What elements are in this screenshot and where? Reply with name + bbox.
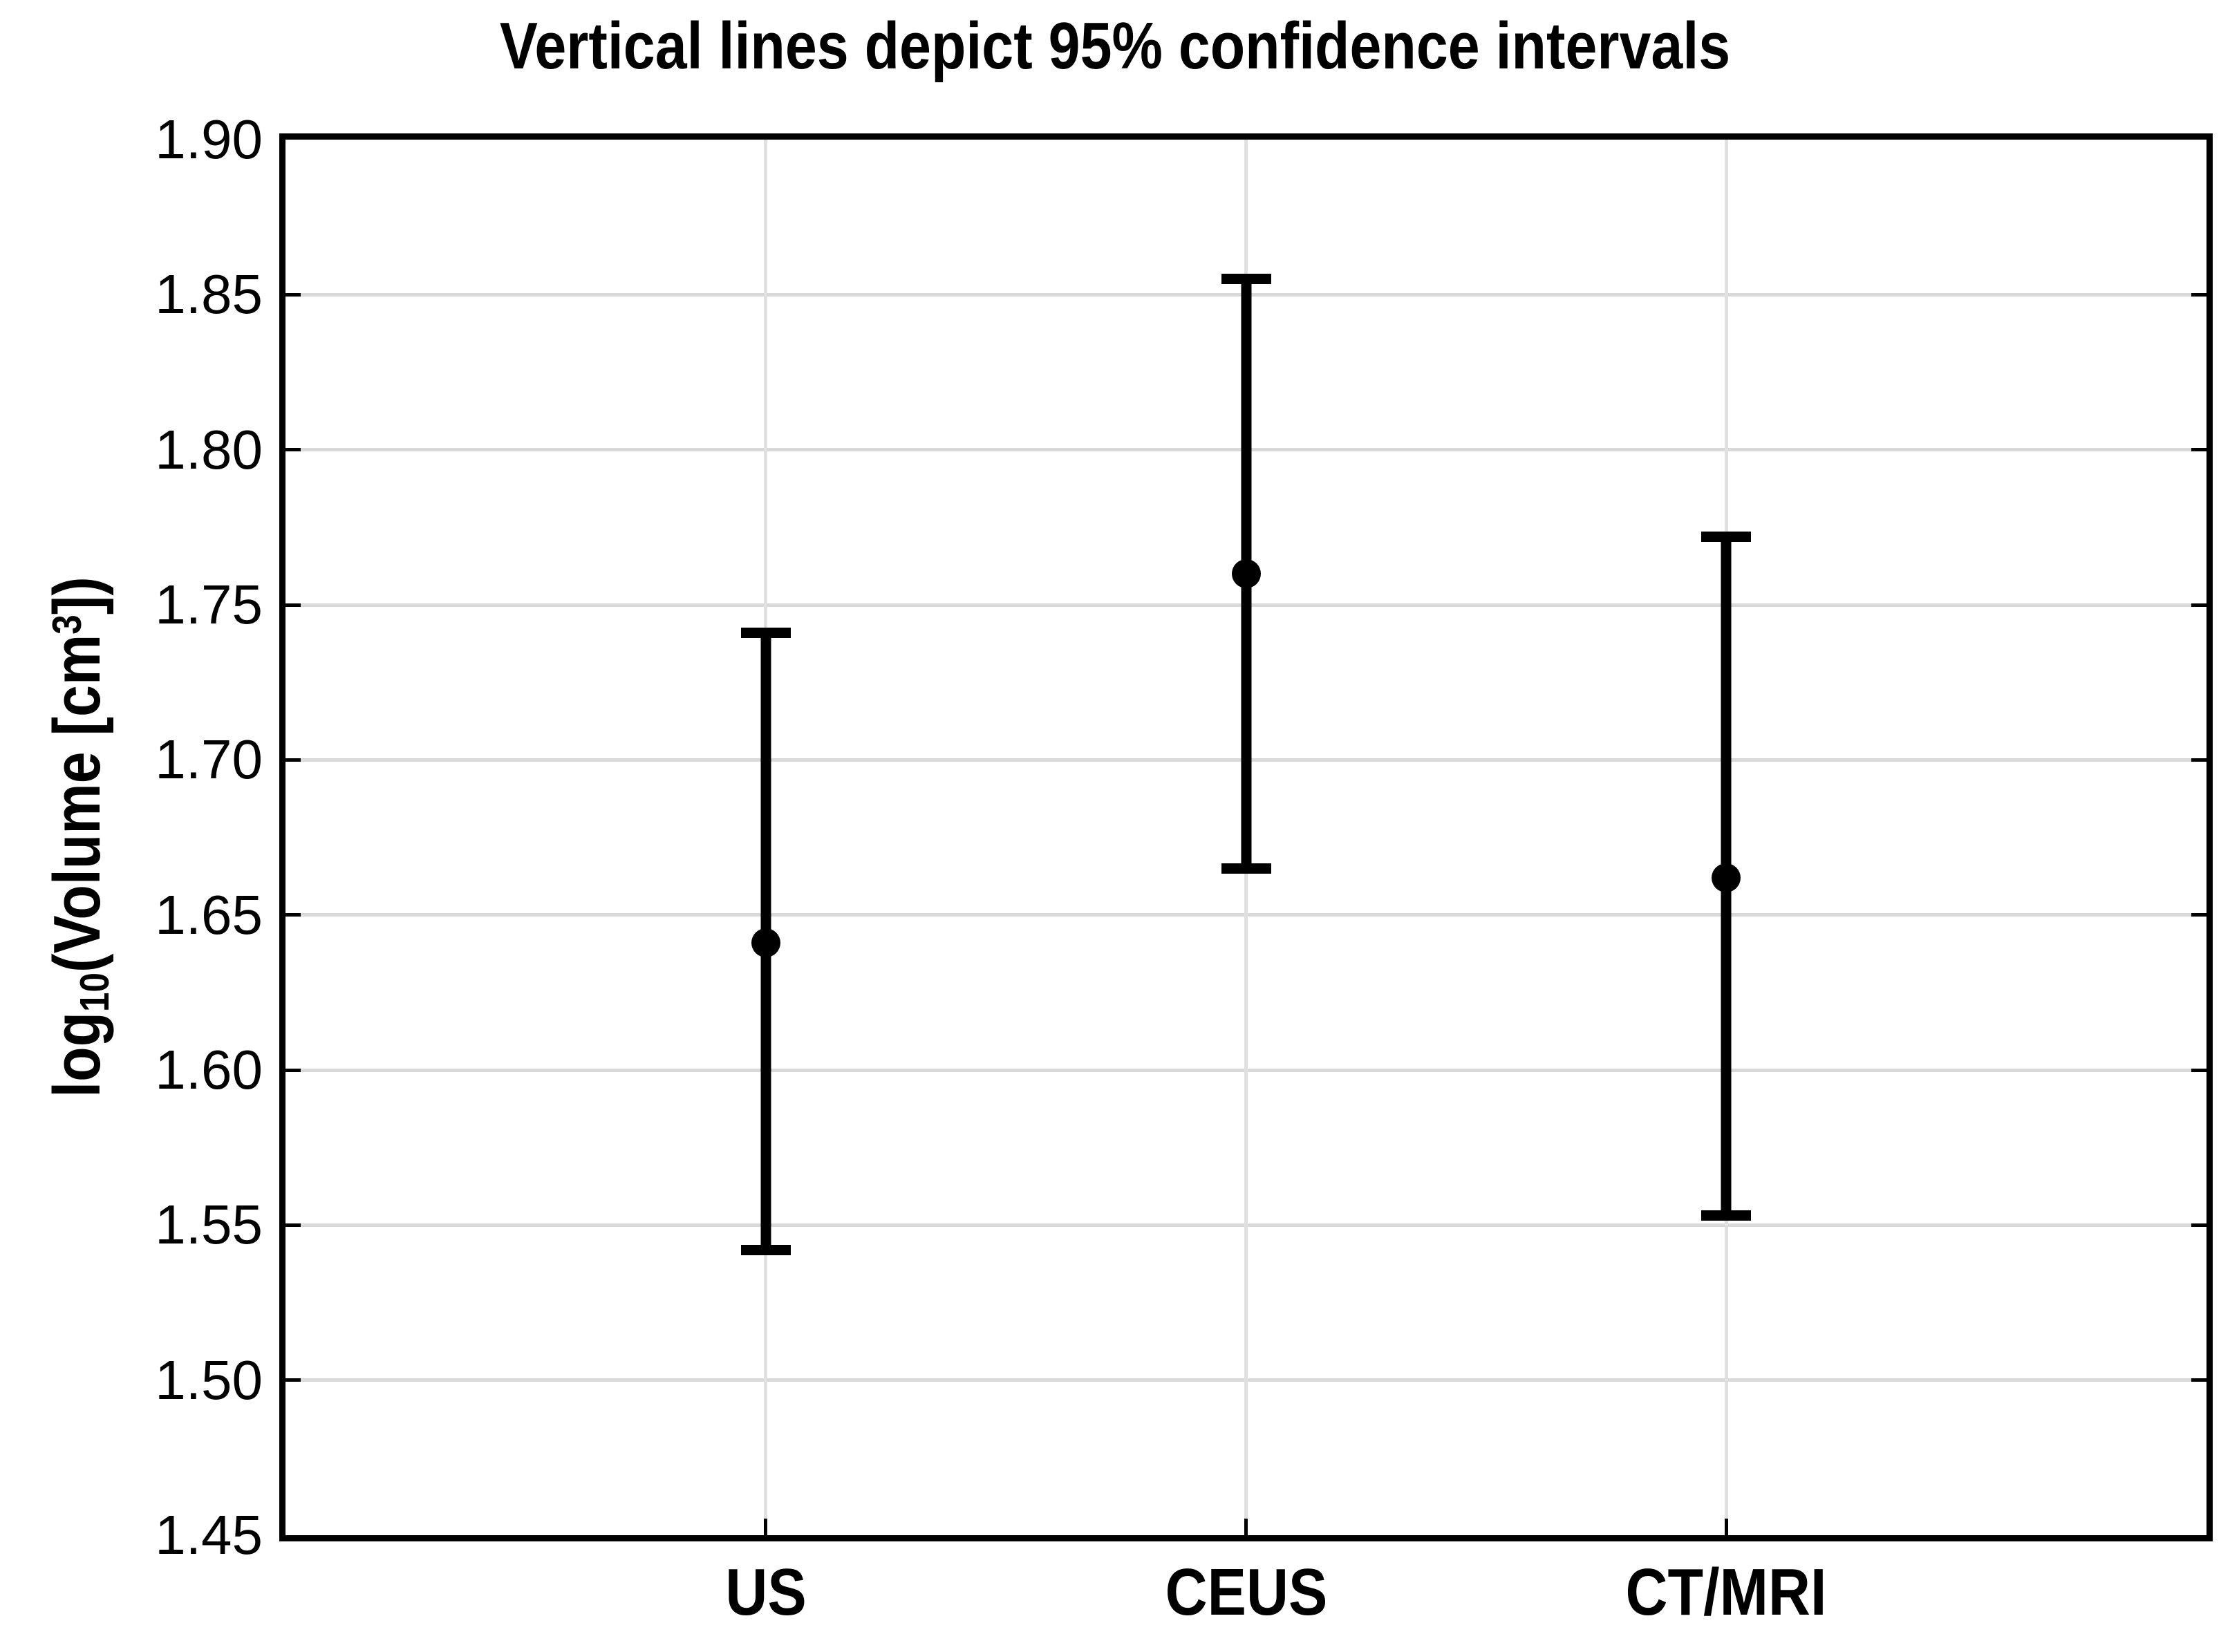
- y-tick-left: [285, 1223, 301, 1227]
- y-tick-right: [2191, 1223, 2206, 1227]
- error-bar-cap-lower-us: [740, 1244, 791, 1255]
- x-tick-bottom: [764, 1519, 768, 1535]
- y-tick-left: [285, 603, 301, 607]
- y-tick-left: [285, 913, 301, 917]
- x-tick-bottom: [1724, 1519, 1728, 1535]
- y-tick-label: 1.45: [155, 1504, 263, 1566]
- x-category-label: CT/MRI: [1625, 1555, 1827, 1629]
- x-tick-bottom: [1244, 1519, 1248, 1535]
- y-tick-left: [285, 292, 301, 297]
- x-category-label: CEUS: [1165, 1555, 1327, 1629]
- y-tick-label: 1.60: [155, 1039, 263, 1100]
- y-tick-label: 1.75: [155, 574, 263, 635]
- y-tick-label: 1.70: [155, 729, 263, 791]
- y-tick-right: [2191, 292, 2206, 297]
- error-bar-cap-upper-ct-mri: [1701, 531, 1752, 542]
- error-bar-cap-upper-us: [740, 627, 791, 638]
- y-axis-label-subscript: 10: [71, 973, 118, 1012]
- error-bar-cap-upper-ceus: [1221, 274, 1271, 285]
- error-bar-cap-lower-ceus: [1221, 863, 1271, 874]
- y-tick-label: 1.85: [155, 263, 263, 326]
- y-tick-right: [2191, 603, 2206, 607]
- mean-marker-ct-mri: [1712, 863, 1741, 892]
- x-category-label: US: [725, 1555, 807, 1629]
- y-tick-label: 1.65: [155, 883, 263, 946]
- y-tick-right: [2191, 448, 2206, 452]
- y-tick-label: 1.90: [155, 109, 263, 170]
- mean-marker-us: [751, 928, 780, 958]
- y-tick-left: [285, 1068, 301, 1072]
- y-tick-label: 1.50: [155, 1349, 263, 1411]
- y-tick-right: [2191, 913, 2206, 917]
- y-tick-label: 1.55: [155, 1194, 263, 1256]
- y-tick-left: [285, 448, 301, 452]
- chart-title: Vertical lines depict 95% confidence int…: [499, 9, 1731, 83]
- y-tick-left: [285, 1378, 301, 1382]
- y-tick-right: [2191, 758, 2206, 762]
- mean-marker-ceus: [1231, 559, 1261, 589]
- y-tick-right: [2191, 1068, 2206, 1072]
- y-tick-left: [285, 758, 301, 762]
- y-axis-label: log10(Volume [cm3]): [39, 576, 118, 1098]
- error-bar-cap-lower-ct-mri: [1701, 1210, 1752, 1221]
- y-tick-right: [2191, 1378, 2206, 1382]
- y-tick-label: 1.80: [155, 418, 263, 480]
